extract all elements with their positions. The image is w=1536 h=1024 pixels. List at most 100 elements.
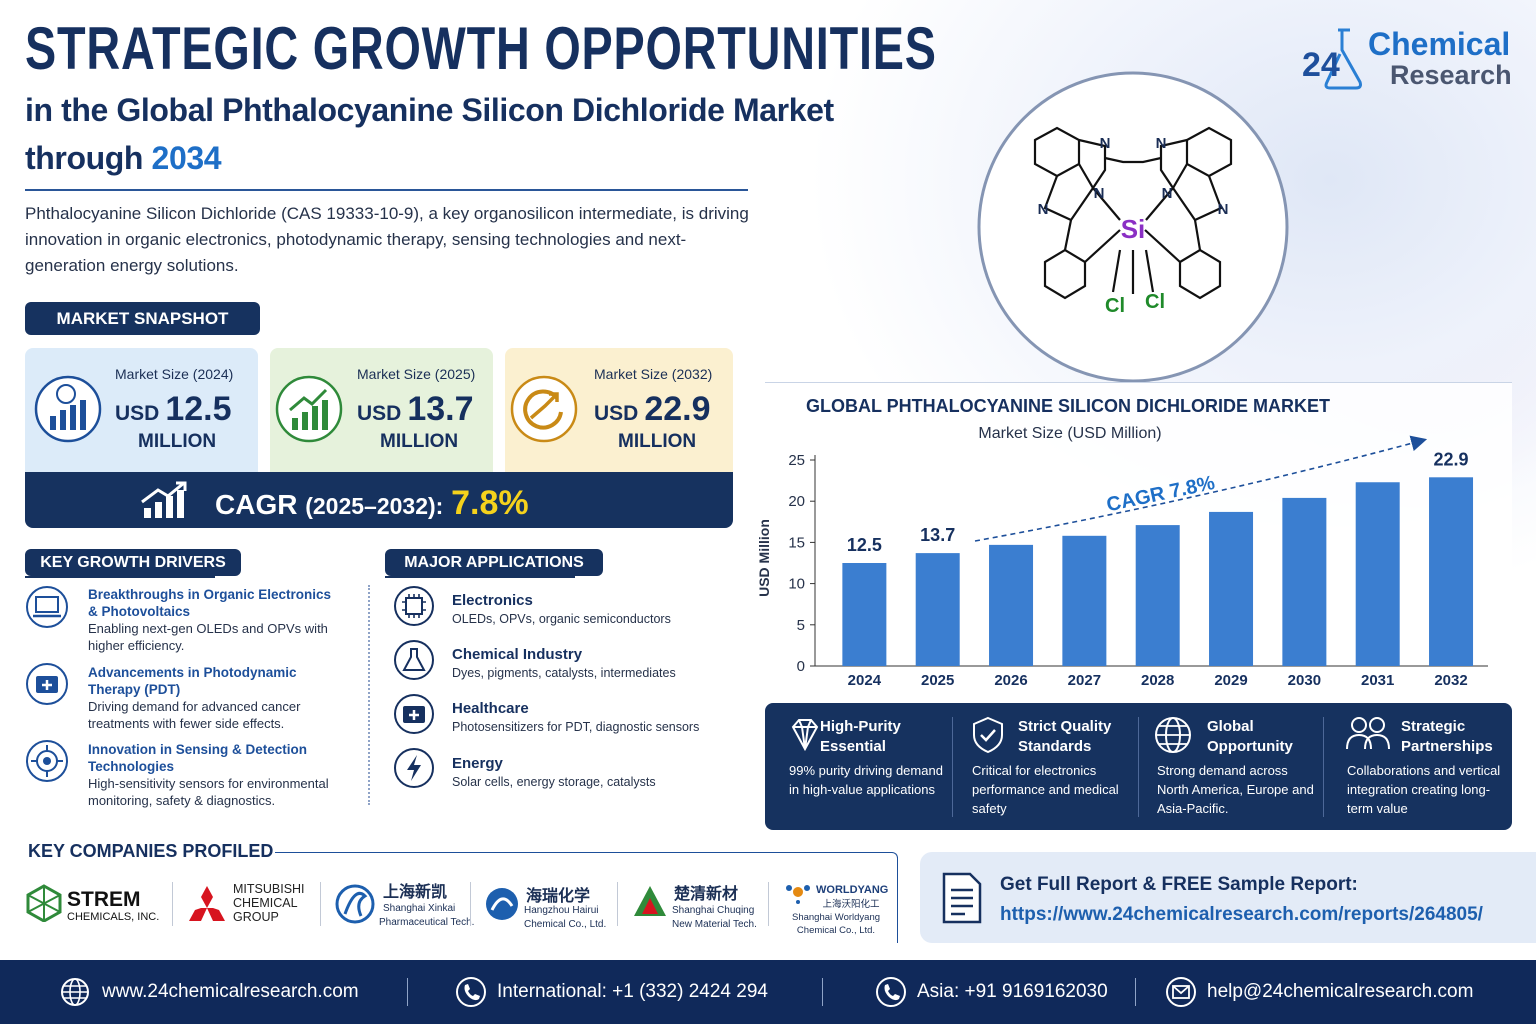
graphic [1351, 717, 1367, 733]
company-sep [768, 882, 769, 926]
feature-sep [952, 717, 953, 817]
app-title: Energy [452, 755, 503, 772]
graphic [1084, 229, 1181, 263]
graphic [1159, 138, 1188, 191]
molecule-structure [1033, 126, 1233, 300]
company-sub: 上海沃阳化工 Shanghai Worldyang Chemical Co., Lt… [782, 898, 890, 937]
atom-n: N [1156, 135, 1167, 152]
company-name: STREM [67, 888, 141, 911]
data-label: 13.7 [920, 525, 955, 545]
app-icon [394, 640, 434, 680]
company-sub: Shanghai Chuqing New Material Tech. [672, 904, 757, 932]
company-logo [335, 884, 375, 924]
graphic: N N N N N N [1038, 135, 1229, 218]
company: MITSUBISHI CHEMICAL GROUP [185, 878, 320, 948]
company-line: CHEMICAL [233, 896, 298, 910]
report-url[interactable]: https://www.24chemicalresearch.com/repor… [1000, 904, 1483, 925]
graphic [50, 416, 56, 430]
x-tick-label: 2029 [1214, 672, 1247, 689]
card-label: Market Size (2032) [594, 366, 713, 382]
card-number: 22.9 [644, 390, 711, 428]
cagr-period: (2025–2032): [305, 493, 444, 519]
logo-number: 24 [1302, 46, 1340, 84]
card-icon [34, 375, 102, 443]
atom-si: Si [1121, 214, 1146, 244]
y-tick-label: 10 [788, 576, 805, 593]
application: Healthcare Photosensitizers for PDT, diag… [452, 700, 732, 734]
graphic [973, 716, 1003, 754]
footer-item: International: +1 (332) 2424 294 [455, 960, 768, 1024]
card-unit: MILLION [380, 431, 459, 452]
company: 上海新凯 Shanghai Xinkai Pharmaceutical Tech. [333, 878, 474, 948]
report-icon [942, 872, 982, 924]
card-unit: MILLION [618, 431, 697, 452]
graphic [1104, 156, 1162, 164]
feature-title: Strict Quality Standards [1018, 718, 1112, 755]
atom-cl: Cl [1145, 291, 1165, 313]
data-label: 12.5 [847, 535, 882, 555]
data-label: 22.9 [1434, 449, 1469, 469]
cagr-icon [141, 481, 187, 518]
bar [915, 553, 960, 666]
company-line: Chemical Co., Ltd. [796, 925, 876, 936]
title: STRATEGIC GROWTH OPPORTUNITIES [25, 15, 937, 82]
heading-rule [25, 576, 215, 578]
app-icon [394, 748, 434, 788]
footer-email[interactable]: help@24chemicalresearch.com [1207, 981, 1474, 1002]
graphic [884, 984, 900, 1001]
graphic [189, 908, 207, 921]
footer-icon [61, 978, 89, 1006]
card-value: USD 13.7 [357, 390, 474, 429]
driver-title: Innovation in Sensing & Detection Techno… [88, 742, 308, 774]
graphic [155, 502, 162, 518]
feature: Strategic Partnerships Collaborations and… [1323, 703, 1510, 830]
footer-item: help@24chemicalresearch.com [1165, 960, 1473, 1024]
graphic [207, 908, 225, 921]
card-currency: USD [357, 402, 402, 425]
driver-text: Enabling next-gen OLEDs and OPVs with hi… [88, 621, 328, 653]
bar [1355, 482, 1400, 666]
card-value: USD 22.9 [594, 390, 711, 429]
x-tick-label: 2030 [1288, 672, 1321, 689]
card-number: 12.5 [165, 390, 232, 428]
card: Market Size (2032) USD 22.9 MILLION [505, 348, 733, 472]
logo: 24 Chemical Research [1300, 24, 1525, 94]
annotation-arrow [974, 435, 1428, 542]
subtitle: in the Global Phthalocyanine Silicon Dic… [25, 92, 834, 128]
app-text: Solar cells, energy storage, catalysts [452, 775, 656, 789]
bar [1429, 477, 1474, 666]
company-line: Shanghai Chuqing [672, 905, 755, 916]
driver-title: Advancements in Photodynamic Therapy (PD… [88, 665, 297, 697]
feature: High-Purity Essential 99% purity driving … [765, 703, 952, 830]
x-tick-label: 2031 [1361, 672, 1394, 689]
graphic [43, 757, 51, 765]
y-tick-label: 0 [797, 658, 805, 675]
footer-asia[interactable]: Asia: +91 9169162030 [917, 981, 1108, 1002]
x-tick-label: 2026 [994, 672, 1027, 689]
company-line: Chemical Co., Ltd. [524, 919, 607, 930]
app-text: Dyes, pigments, catalysts, intermediates [452, 666, 676, 680]
company-logo [26, 884, 62, 922]
footer-website[interactable]: www.24chemicalresearch.com [102, 981, 359, 1002]
companies-frame [275, 852, 898, 943]
company-name: 楚清新材 [674, 886, 739, 903]
company: 海瑞化学 Hangzhou Hairui Chemical Co., Ltd. [482, 878, 612, 948]
graphic [1324, 28, 1362, 90]
graphic [456, 977, 486, 1007]
graphic [80, 400, 86, 430]
graphic [144, 508, 151, 518]
company-sub: CHEMICALS, INC. [67, 911, 160, 923]
company-line: 上海沃阳化工 [822, 899, 880, 910]
y-tick-label: 15 [788, 534, 805, 551]
driver: Advancements in Photodynamic Therapy (PD… [88, 664, 338, 732]
graphic [335, 884, 375, 924]
graphic [804, 885, 810, 891]
footer-international[interactable]: International: +1 (332) 2424 294 [497, 981, 768, 1002]
x-tick-label: 2027 [1068, 672, 1101, 689]
atom-cl: Cl [1105, 295, 1125, 317]
app-icon [394, 586, 434, 626]
y-tick-label: 20 [788, 493, 805, 510]
badge-circle [977, 71, 1289, 383]
footer-icon [876, 977, 906, 1007]
